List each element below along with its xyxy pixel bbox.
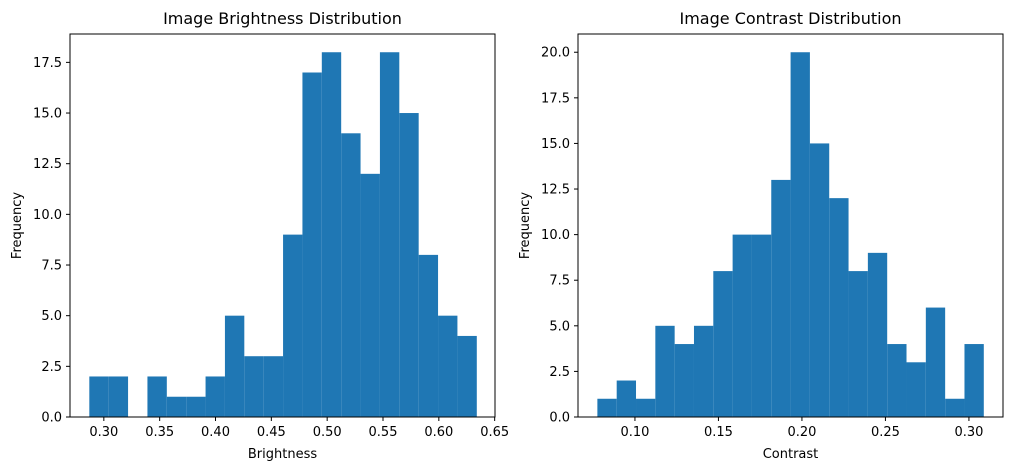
contrast-bar-13: [848, 271, 868, 417]
contrast-bar-5: [693, 325, 714, 417]
brightness-ytick-label-5: 12.5: [33, 157, 62, 172]
contrast-bar-4: [674, 344, 694, 417]
contrast-bar-12: [829, 198, 849, 417]
contrast-ytick-label-2: 5.0: [549, 319, 570, 334]
contrast-ytick-label-7: 17.5: [541, 91, 570, 106]
brightness-xtick-label-6: 0.60: [424, 425, 453, 440]
brightness-bar-17: [418, 254, 439, 417]
brightness-bar-4: [166, 396, 187, 417]
brightness-xtick-label-5: 0.55: [369, 425, 398, 440]
brightness-bar-8: [244, 356, 264, 417]
brightness-bar-13: [341, 133, 361, 417]
brightness-y-axis-label: Frequency: [10, 192, 25, 259]
contrast-bar-19: [964, 344, 984, 417]
brightness-bar-1: [108, 376, 129, 417]
brightness-bar-3: [147, 376, 167, 417]
brightness-chart-title: Image Brightness Distribution: [163, 9, 402, 28]
contrast-ytick-label-3: 7.5: [549, 274, 570, 289]
contrast-xtick-label-2: 0.20: [787, 425, 816, 440]
brightness-bar-9: [263, 356, 284, 417]
brightness-bar-11: [302, 72, 322, 417]
contrast-bar-15: [887, 344, 907, 417]
contrast-xtick-label-3: 0.25: [871, 425, 900, 440]
contrast-bar-6: [713, 271, 733, 417]
brightness-xtick-label-7: 0.65: [480, 425, 509, 440]
brightness-xtick-label-3: 0.45: [257, 425, 286, 440]
brightness-ytick-label-7: 17.5: [33, 56, 62, 71]
brightness-xtick-label-1: 0.35: [145, 425, 174, 440]
contrast-ytick-label-6: 15.0: [541, 137, 570, 152]
contrast-ytick-label-8: 20.0: [541, 46, 570, 61]
contrast-x-axis-label: Contrast: [763, 447, 819, 462]
contrast-bar-9: [771, 179, 791, 417]
brightness-bar-14: [360, 173, 380, 417]
contrast-bar-8: [751, 234, 772, 417]
brightness-bar-19: [457, 335, 477, 417]
contrast-xtick-label-4: 0.30: [954, 425, 983, 440]
brightness-axes-frame: [69, 33, 496, 418]
brightness-bar-7: [224, 315, 245, 417]
contrast-bar-11: [809, 143, 830, 417]
contrast-bar-0: [597, 398, 617, 417]
contrast-xtick-label-0: 0.10: [620, 425, 649, 440]
brightness-bar-6: [205, 376, 225, 417]
brightness-ytick-label-0: 0.0: [41, 411, 62, 426]
brightness-histogram: 0.30 0.35 0.40 0.45 0.50 0.55 0.60 0.65 0.0 2.5 5.…: [10, 9, 509, 462]
contrast-bar-3: [655, 325, 675, 417]
brightness-bar-18: [438, 315, 458, 417]
contrast-ytick-label-1: 2.5: [549, 365, 570, 380]
contrast-bar-10: [790, 52, 810, 417]
brightness-x-axis-label: Brightness: [248, 447, 317, 462]
contrast-bar-18: [945, 398, 965, 417]
brightness-ytick-label-1: 2.5: [41, 360, 62, 375]
brightness-xtick-label-2: 0.40: [201, 425, 230, 440]
brightness-ytick-label-3: 7.5: [41, 259, 62, 274]
contrast-y-axis-label: Frequency: [518, 192, 533, 259]
brightness-xtick-label-4: 0.50: [313, 425, 342, 440]
brightness-bar-16: [399, 113, 419, 418]
contrast-bar-17: [925, 307, 946, 417]
brightness-ytick-label-6: 15.0: [33, 107, 62, 122]
contrast-bar-14: [867, 252, 888, 417]
contrast-bar-2: [636, 398, 656, 417]
brightness-bar-5: [186, 396, 206, 417]
contrast-bar-1: [616, 380, 637, 417]
brightness-bar-12: [321, 52, 342, 417]
brightness-bar-15: [379, 52, 400, 417]
contrast-ytick-label-4: 10.0: [541, 228, 570, 243]
contrast-bar-7: [732, 234, 752, 417]
contrast-axes-frame: [577, 33, 1004, 418]
contrast-chart-title: Image Contrast Distribution: [680, 9, 902, 28]
contrast-ytick-label-0: 0.0: [549, 411, 570, 426]
brightness-xtick-label-0: 0.30: [89, 425, 118, 440]
contrast-bar-16: [906, 362, 926, 417]
brightness-ytick-label-4: 10.0: [33, 208, 62, 223]
brightness-bar-0: [89, 376, 109, 417]
contrast-xtick-label-1: 0.15: [704, 425, 733, 440]
contrast-histogram: 0.10 0.15 0.20 0.25 0.30 0.0 2.5 5.0 7.5 10.0 12.5…: [518, 9, 1004, 462]
brightness-ytick-label-2: 5.0: [41, 309, 62, 324]
brightness-bar-10: [283, 234, 303, 417]
contrast-ytick-label-5: 12.5: [541, 183, 570, 198]
